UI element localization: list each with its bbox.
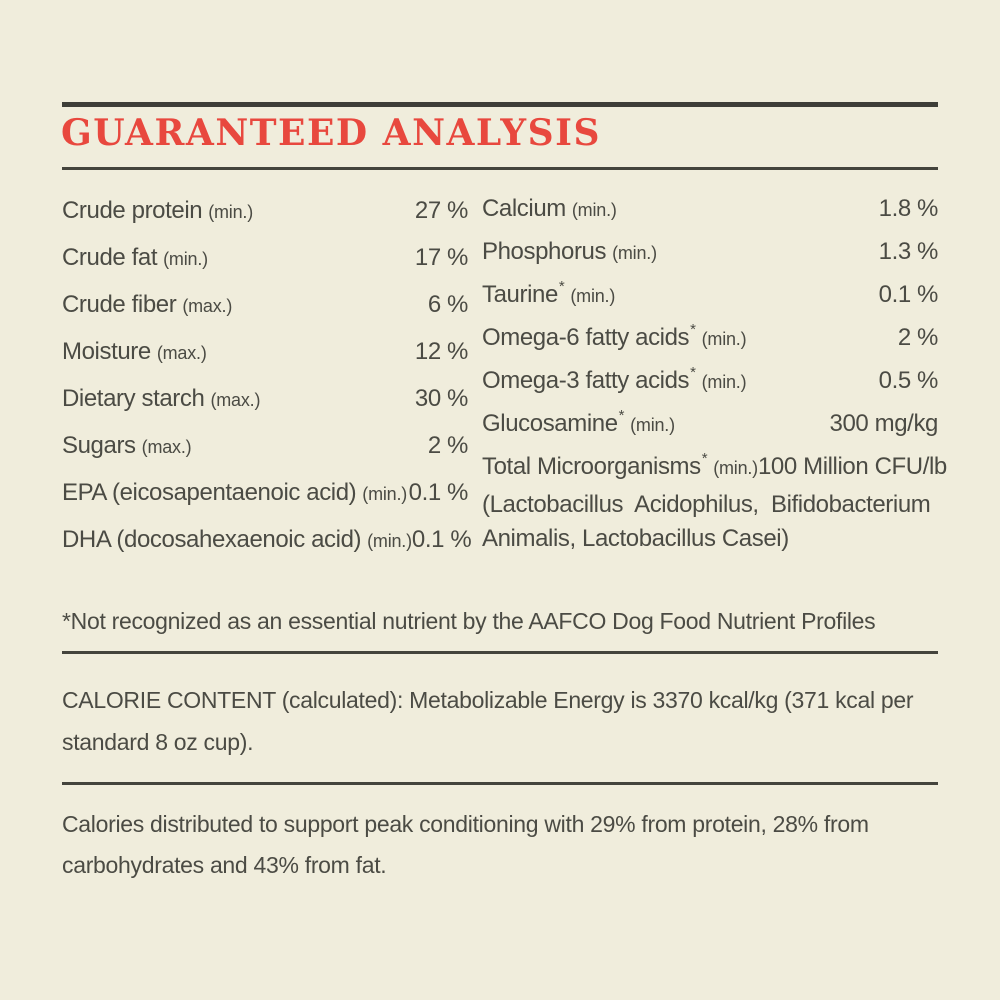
qualifier: (max.) — [156, 343, 207, 363]
nutrient-value: 27 % — [414, 197, 469, 224]
nutrient-label: Phosphorus (min.) — [482, 238, 657, 265]
qualifier: (min.) — [713, 458, 758, 478]
calories-distribution: Calories distributed to support peak con… — [62, 804, 942, 886]
qualifier: (max.) — [141, 437, 192, 457]
nutrient-label: Dietary starch (max.) — [62, 385, 261, 412]
asterisk-marker: * — [618, 407, 625, 424]
nutrient-value: 2 % — [897, 324, 939, 351]
nutrient-label: Crude protein (min.) — [62, 197, 254, 224]
heading-divider — [62, 167, 938, 170]
analysis-table: Crude protein (min.) 27 % Crude fat (min.) 17… — [62, 187, 947, 563]
analysis-row: Phosphorus (min.) 1.3 % — [482, 230, 938, 273]
nutrient-label: Crude fat (min.) — [62, 244, 208, 271]
analysis-row: Calcium (min.) 1.8 % — [482, 187, 938, 230]
qualifier: (min.) — [208, 202, 254, 222]
calorie-content: CALORIE CONTENT (calculated): Metaboliza… — [62, 679, 942, 763]
nutrient-label: Taurine* (min.) — [482, 278, 616, 308]
asterisk-marker: * — [558, 278, 565, 295]
calorie-line: standard 8 oz cup). — [62, 729, 254, 755]
asterisk-marker: * — [690, 364, 696, 381]
nutrient-value: 0.1 % — [878, 281, 939, 308]
nutrient-value: 30 % — [414, 385, 469, 412]
analysis-row: Omega-3 fatty acids* (min.) 0.5 % — [482, 359, 938, 402]
nutrient-label: Omega-3 fatty acids* (min.) — [482, 364, 747, 394]
analysis-row: EPA (eicosapentaenoic acid) (min.) 0.1 % — [62, 469, 468, 516]
nutrient-label: Glucosamine* (min.) — [482, 407, 675, 437]
nutrient-value: 2 % — [427, 432, 469, 459]
asterisk-marker: * — [701, 450, 708, 467]
analysis-row: Crude protein (min.) 27 % — [62, 187, 468, 234]
nutrient-value: 6 % — [427, 291, 469, 318]
nutrient-wrap-line: (Lactobacillus Acidophilus, Bifidobacter… — [482, 491, 931, 518]
analysis-column-right: Calcium (min.) 1.8 % Phosphorus (min.) 1.3 % T… — [482, 187, 947, 563]
page-title: GUARANTEED ANALYSIS — [61, 112, 601, 154]
nutrient-value: 0.5 % — [878, 367, 939, 394]
nutrient-value: 100 Million CFU/lb — [757, 453, 947, 480]
nutrient-value: 300 mg/kg — [829, 410, 939, 437]
nutrient-label: EPA (eicosapentaenoic acid) (min.) — [62, 479, 408, 506]
nutrient-label: Omega-6 fatty acids* (min.) — [482, 321, 747, 351]
analysis-row: Taurine* (min.) 0.1 % — [482, 273, 938, 316]
calories-distribution-line: Calories distributed to support peak con… — [62, 811, 869, 837]
analysis-row: Total Microorganisms* (min.) 100 Million C… — [482, 445, 947, 488]
nutrient-label: Moisture (max.) — [62, 338, 207, 365]
qualifier: (min.) — [571, 200, 617, 220]
nutrient-label: Calcium (min.) — [482, 195, 617, 222]
analysis-column-left: Crude protein (min.) 27 % Crude fat (min.) 17… — [62, 187, 472, 563]
analysis-row: Dietary starch (max.) 30 % — [62, 375, 468, 422]
analysis-row: Glucosamine* (min.) 300 mg/kg — [482, 402, 938, 445]
analysis-row: Omega-6 fatty acids* (min.) 2 % — [482, 316, 938, 359]
top-divider — [62, 102, 938, 107]
calories-distribution-line: carbohydrates and 43% from fat. — [62, 852, 387, 878]
analysis-row: Crude fat (min.) 17 % — [62, 234, 468, 281]
calorie-line: CALORIE CONTENT (calculated): Metaboliza… — [62, 687, 914, 713]
footnote-line: *Not recognized as an essential nutrient… — [62, 608, 876, 634]
qualifier: (min.) — [367, 531, 412, 551]
nutrient-value: 17 % — [414, 244, 469, 271]
analysis-row: Crude fiber (max.) 6 % — [62, 281, 468, 328]
nutrient-value: 12 % — [414, 338, 469, 365]
qualifier: (min.) — [630, 415, 675, 435]
nutrient-value: 0.1 % — [411, 526, 472, 553]
nutrient-label: Sugars (max.) — [62, 432, 192, 459]
qualifier: (min.) — [362, 484, 408, 504]
nutrient-label: DHA (docosahexaenoic acid) (min.) — [62, 526, 412, 553]
qualifier: (min.) — [163, 249, 208, 269]
qualifier: (max.) — [182, 296, 233, 316]
qualifier: (min.) — [570, 286, 616, 306]
aafco-footnote: *Not recognized as an essential nutrient… — [62, 600, 942, 642]
nutrient-label: Total Microorganisms* (min.) — [482, 450, 758, 480]
nutrient-value: 0.1 % — [408, 479, 469, 506]
qualifier: (min.) — [701, 372, 747, 392]
qualifier: (max.) — [210, 390, 261, 410]
qualifier: (min.) — [612, 243, 657, 263]
analysis-row: Sugars (max.) 2 % — [62, 422, 468, 469]
nutrient-label: Crude fiber (max.) — [62, 291, 233, 318]
asterisk-marker: * — [690, 321, 696, 338]
footnote-divider — [62, 651, 938, 654]
nutrient-wrap-line: Animalis, Lactobacillus Casei) — [482, 525, 789, 552]
qualifier: (min.) — [701, 329, 747, 349]
calorie-divider — [62, 782, 938, 785]
nutrient-value: 1.3 % — [878, 238, 939, 265]
nutrient-value: 1.8 % — [878, 195, 939, 222]
analysis-row: DHA (docosahexaenoic acid) (min.) 0.1 % — [62, 516, 472, 563]
analysis-row: Moisture (max.) 12 % — [62, 328, 468, 375]
